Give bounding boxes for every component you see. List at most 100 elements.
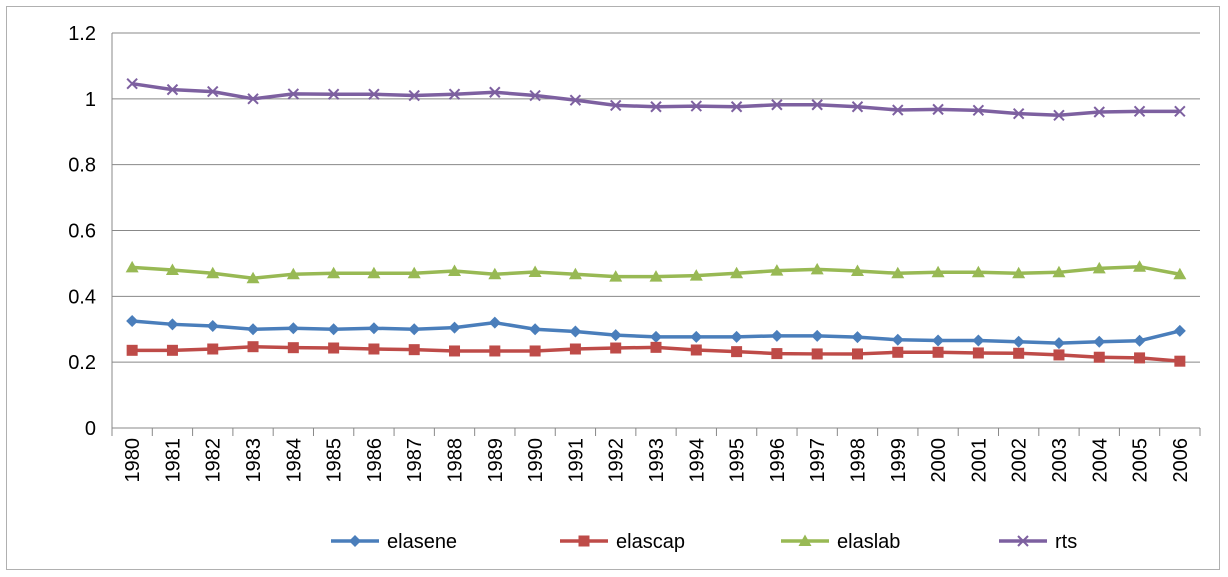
y-tick-label: 1.2	[68, 23, 96, 45]
data-point-elascap	[529, 345, 541, 357]
data-point-rts	[1174, 105, 1186, 118]
marker-stroke	[287, 88, 300, 100]
marker-stroke	[489, 86, 501, 98]
marker-stroke	[569, 94, 582, 106]
data-point-rts	[892, 104, 904, 116]
data-point-elaslab	[165, 263, 179, 275]
data-point-elascap	[207, 343, 219, 355]
data-point-elasene	[730, 330, 743, 343]
data-point-elascap	[972, 347, 984, 359]
data-point-elasene	[327, 323, 340, 336]
x-tick-label: 1998	[847, 438, 869, 483]
data-point-elascap	[610, 342, 622, 354]
data-point-rts	[972, 104, 985, 117]
data-point-elaslab	[125, 260, 139, 273]
data-point-elasene	[650, 330, 662, 343]
y-tick-label: 0.2	[68, 352, 96, 374]
data-point-rts	[932, 103, 944, 116]
x-tick-label: 1985	[324, 438, 346, 483]
data-point-elaslab	[1092, 261, 1106, 274]
data-point-elaslab	[1052, 265, 1066, 278]
series-elaslab	[125, 260, 1187, 284]
data-point-elascap	[690, 344, 702, 356]
marker-stroke	[609, 99, 622, 112]
data-point-elasene	[972, 334, 985, 347]
marker-stroke	[972, 104, 985, 117]
x-tick-label: 1984	[283, 438, 305, 483]
data-point-rts	[851, 101, 864, 113]
chart-frame	[6, 6, 1220, 570]
data-point-rts	[1093, 106, 1105, 118]
marker-stroke	[1133, 105, 1146, 118]
data-point-elascap	[1174, 355, 1186, 367]
x-tick-label: 1980	[122, 438, 144, 483]
data-point-elascap	[408, 344, 420, 356]
marker-stroke	[932, 103, 944, 116]
marker-stroke	[1053, 109, 1065, 121]
data-point-elaslab	[246, 271, 260, 284]
data-point-elaslab	[327, 266, 341, 279]
legend-swatch-marker	[1017, 535, 1029, 547]
data-point-elascap	[731, 346, 743, 358]
x-tick-label: 1994	[686, 438, 708, 483]
data-point-rts	[569, 94, 582, 106]
legend-label: elasene	[387, 531, 457, 553]
x-tick-label: 1990	[525, 438, 547, 483]
data-point-rts	[771, 99, 783, 111]
data-point-elaslab	[1012, 266, 1026, 279]
data-point-rts	[368, 88, 380, 100]
y-tick-label: 0.8	[68, 155, 96, 177]
data-point-rts	[287, 88, 300, 100]
data-point-elascap	[1093, 351, 1105, 363]
marker-stroke	[771, 99, 783, 111]
data-point-elascap	[811, 348, 823, 360]
data-point-elascap	[126, 344, 138, 356]
data-point-elaslab	[649, 270, 663, 282]
data-point-elaslab	[931, 265, 945, 278]
data-point-elasene	[367, 322, 380, 335]
marker-stroke	[408, 89, 420, 102]
data-point-elascap	[892, 346, 904, 358]
marker-stroke	[126, 77, 138, 90]
data-point-elascap	[247, 341, 259, 353]
data-point-elaslab	[407, 266, 421, 279]
data-point-elaslab	[568, 267, 582, 280]
data-point-elaslab	[1133, 260, 1147, 272]
data-point-elaslab	[891, 266, 905, 279]
series-rts	[126, 77, 1186, 121]
marker-stroke	[690, 100, 703, 112]
data-point-elaslab	[730, 266, 744, 279]
data-point-elascap	[650, 341, 662, 353]
data-point-elasene	[1052, 337, 1065, 350]
data-point-elasene	[1012, 335, 1025, 348]
data-point-elasene	[851, 331, 864, 344]
legend-swatch-marker	[349, 535, 361, 547]
data-point-rts	[1133, 105, 1146, 118]
marker-stroke	[851, 101, 864, 113]
data-point-elasene	[1133, 334, 1146, 347]
data-point-elaslab	[206, 266, 220, 279]
x-tick-label: 1993	[646, 438, 668, 483]
x-tick-label: 1999	[888, 438, 910, 483]
data-point-elasene	[770, 329, 783, 342]
x-tick-label: 1995	[727, 438, 749, 483]
data-point-elascap	[287, 342, 299, 354]
data-point-elasene	[529, 323, 542, 336]
series-elasene	[126, 315, 1186, 350]
data-point-elasene	[569, 325, 582, 338]
data-point-elasene	[811, 329, 824, 342]
data-point-elaslab	[528, 265, 542, 277]
data-point-rts	[730, 101, 743, 113]
data-point-rts	[811, 99, 823, 111]
data-point-elasene	[1173, 324, 1186, 337]
data-point-rts	[650, 101, 662, 113]
data-point-rts	[166, 83, 179, 96]
data-point-elascap	[851, 348, 863, 360]
data-point-elasene	[932, 334, 945, 347]
marker-stroke	[650, 101, 662, 113]
x-tick-label: 1996	[767, 438, 789, 483]
data-point-elascap	[771, 348, 783, 360]
y-tick-label: 1	[85, 89, 96, 111]
data-point-elascap	[569, 343, 581, 355]
marker-stroke	[811, 99, 823, 111]
